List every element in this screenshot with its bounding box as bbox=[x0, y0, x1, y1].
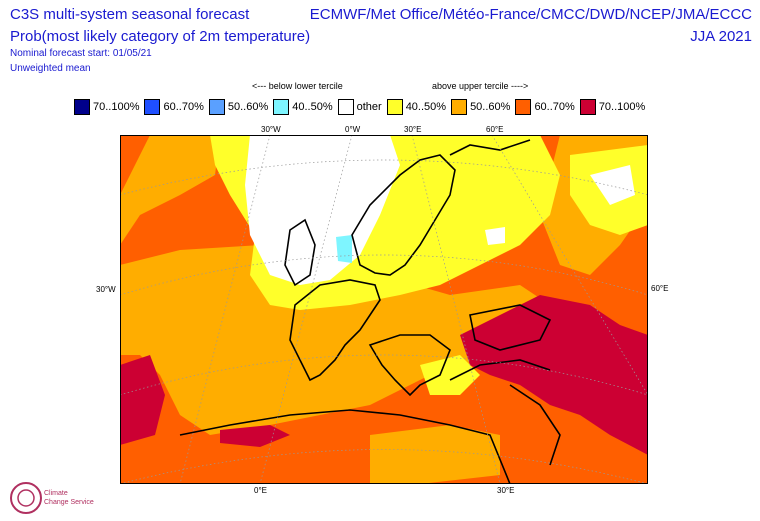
forecast-start-date: Nominal forecast start: 01/05/21 bbox=[10, 48, 152, 59]
legend-swatch bbox=[515, 99, 532, 115]
lon-label-top: 60°E bbox=[486, 125, 504, 134]
probability-area-70-100 bbox=[220, 425, 290, 447]
forecast-variable: Prob(most likely category of 2m temperat… bbox=[10, 28, 311, 45]
legend-swatch bbox=[208, 99, 225, 115]
forecast-map bbox=[120, 135, 648, 484]
legend-item: other bbox=[337, 99, 382, 115]
legend-item: 50..60% bbox=[451, 99, 510, 115]
probability-area-50-60 bbox=[120, 245, 550, 435]
legend-label: 60..70% bbox=[534, 101, 575, 113]
coastlines bbox=[179, 139, 561, 484]
legend-item: 60..70% bbox=[515, 99, 575, 115]
legend-label: 40..50% bbox=[405, 101, 447, 113]
graticule-line bbox=[120, 254, 648, 296]
legend-swatch bbox=[144, 99, 161, 115]
graticule bbox=[120, 135, 648, 484]
coastline-western-europe bbox=[289, 279, 381, 382]
legend-swatch bbox=[386, 99, 403, 115]
coastline-great-britain bbox=[284, 218, 316, 287]
legend-item: 70..100% bbox=[74, 99, 139, 115]
lon-label-right: 60°E bbox=[651, 284, 669, 293]
forecast-season: JJA 2021 bbox=[690, 28, 752, 45]
legend-swatch bbox=[451, 99, 468, 115]
forecast-centres: ECMWF/Met Office/Météo-France/CMCC/DWD/N… bbox=[309, 6, 752, 23]
legend-swatch bbox=[337, 99, 354, 115]
coastline-east-mediterranean bbox=[509, 384, 561, 466]
probability-area-70-100 bbox=[120, 355, 165, 445]
legend-label: other bbox=[356, 101, 382, 113]
legend-item: 60..70% bbox=[144, 99, 204, 115]
above-tercile-label: above upper tercile ----> bbox=[432, 81, 529, 91]
lon-label-left: 30°W bbox=[96, 285, 116, 294]
legend-label: 70..100% bbox=[598, 101, 646, 113]
legend-label: 40..50% bbox=[292, 101, 333, 113]
legend-item: 50..60% bbox=[208, 99, 269, 115]
legend-item: 70..100% bbox=[579, 99, 646, 115]
legend-label: 50..60% bbox=[470, 101, 511, 113]
probability-area-other bbox=[590, 165, 635, 205]
climate-change-service-logo: Climate Change Service bbox=[10, 482, 94, 514]
probability-area-50-60 bbox=[370, 425, 500, 484]
lon-label-top: 30°E bbox=[404, 125, 422, 134]
graticule-line bbox=[120, 354, 648, 396]
forecast-title: C3S multi-system seasonal forecast bbox=[10, 6, 250, 23]
coastline-black-sea bbox=[469, 304, 552, 351]
lon-label-top: 0°W bbox=[345, 125, 361, 134]
logo-text-1: Climate bbox=[44, 490, 68, 497]
forecast-weighting: Unweighted mean bbox=[10, 63, 91, 74]
legend-swatch bbox=[579, 99, 596, 115]
probability-legend: 70..100% 60..70% 50..60% 40..50% other 4… bbox=[74, 99, 650, 115]
legend-item: 40..50% bbox=[273, 99, 333, 115]
probability-area-50-60 bbox=[120, 135, 220, 245]
lon-label-top: 30°W bbox=[261, 125, 281, 134]
lon-label-bottom: 0°E bbox=[254, 486, 267, 495]
logo-text-2: Change Service bbox=[44, 499, 94, 506]
coastline-north-africa bbox=[179, 409, 511, 484]
graticule-line bbox=[491, 135, 648, 396]
legend-swatch bbox=[273, 99, 290, 115]
probability-area-40-50 bbox=[420, 355, 480, 395]
coastline-scandinavia bbox=[351, 154, 456, 276]
below-tercile-label: <--- below lower tercile bbox=[252, 81, 343, 91]
legend-label: 60..70% bbox=[163, 101, 204, 113]
probability-area-other bbox=[485, 227, 505, 245]
coastline-italy-balkans bbox=[368, 334, 451, 397]
legend-item: 40..50% bbox=[386, 99, 447, 115]
map-frame bbox=[120, 135, 648, 484]
logo-ring-icon bbox=[10, 482, 42, 514]
coastline-arctic-russia bbox=[449, 139, 531, 156]
logo-inner-ring-icon bbox=[17, 489, 35, 507]
probability-area-70-100 bbox=[460, 295, 648, 455]
graticule-line bbox=[259, 135, 353, 484]
legend-label: 50..60% bbox=[227, 101, 269, 113]
graticule-line bbox=[179, 135, 271, 484]
probability-area-below-40-50 bbox=[336, 235, 352, 263]
legend-label: 70..100% bbox=[93, 101, 140, 113]
probability-area-other bbox=[245, 135, 400, 285]
lon-label-bottom: 30°E bbox=[497, 486, 515, 495]
legend-swatch bbox=[74, 99, 90, 115]
